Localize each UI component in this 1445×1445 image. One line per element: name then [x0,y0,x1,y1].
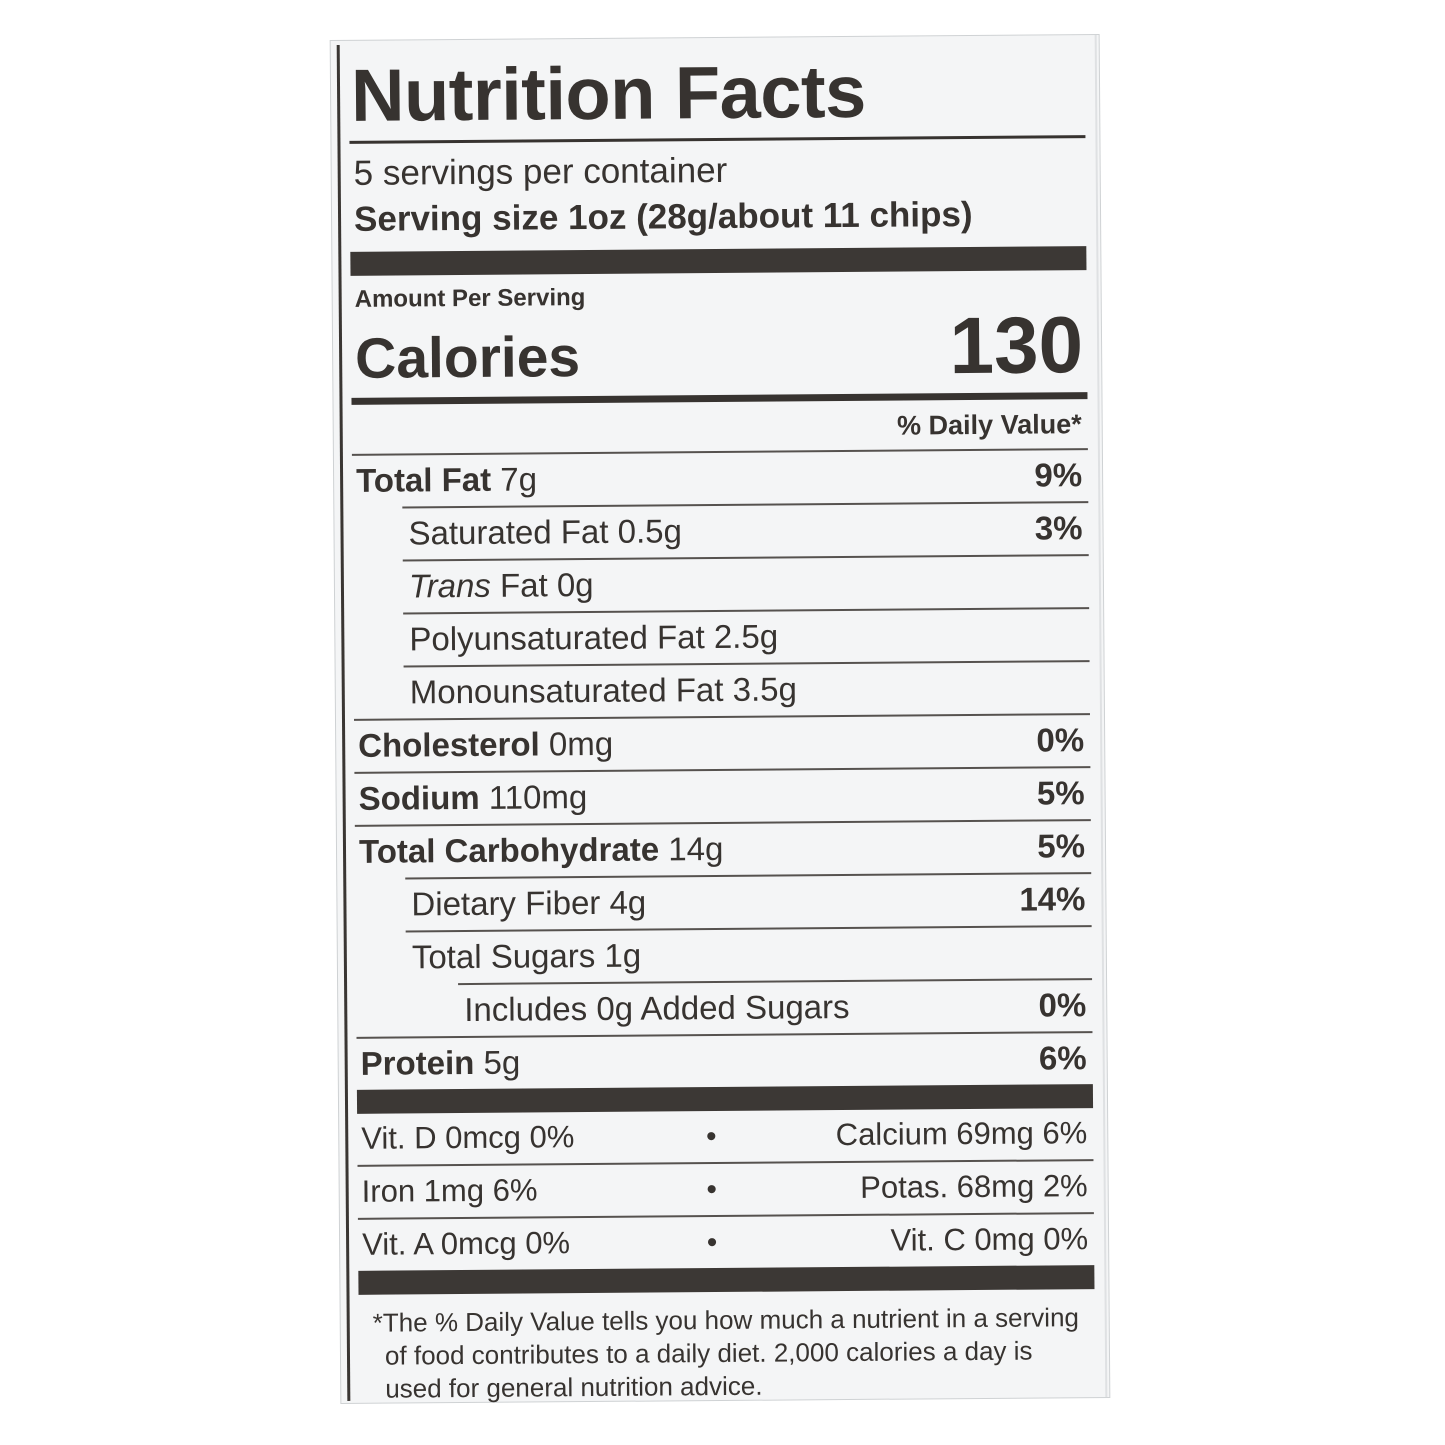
daily-value-footnote: *The % Daily Value tells you how much a … [372,1301,1080,1404]
nutrient-name: Saturated Fat 0.5g [408,511,683,552]
nutrient-name: Monounsaturated Fat 3.5g [409,669,798,711]
micronutrient-row: Vit. A 0mcg 0% • Vit. C 0mg 0% [356,1214,1096,1271]
nutrient-row: Cholesterol 0mg 0% [352,715,1092,772]
nutrient-name: Cholesterol 0mg [358,724,614,764]
nutrient-row: Total Carbohydrate 14g 5% [353,821,1093,878]
nutrient-name: Polyunsaturated Fat 2.5g [409,617,779,658]
micronutrient-rows: Vit. D 0mcg 0% • Calcium 69mg 6% Iron 1mg 6… [355,1108,1096,1271]
micronutrient-left: Vit. A 0mcg 0% [361,1224,571,1262]
nutrient-name: Protein 5g [360,1043,521,1082]
nutrient-name: Total Sugars 1g [411,936,642,976]
micronutrient-row: Iron 1mg 6% • Potas. 68mg 2% [356,1161,1096,1218]
nutrient-row: Polyunsaturated Fat 2.5g [351,609,1091,666]
calories-value: 130 [949,300,1084,391]
bullet-separator-icon: • [706,1225,718,1259]
nutrient-row: Monounsaturated Fat 3.5g [352,662,1092,719]
nutrition-facts-panel: Nutrition Facts 5 servings per container… [330,35,1110,1404]
nutrient-row: Trans Fat 0g [351,556,1091,613]
nutrient-row: Total Sugars 1g [354,927,1094,984]
nutrient-row: Sodium 110mg 5% [352,768,1092,825]
nutrient-row: Total Fat 7g 9% [350,450,1090,507]
nutrient-daily-value: 0% [1036,720,1085,759]
micronutrient-right: Calcium 69mg 6% [835,1114,1088,1152]
nutrient-name: Includes 0g Added Sugars [464,987,850,1028]
nutrient-name: Dietary Fiber 4g [411,883,647,923]
nutrient-daily-value: 5% [1036,773,1085,812]
serving-size: Serving size 1oz (28g/about 11 chips) [353,195,973,239]
nutrient-name: Trans Fat 0g [408,565,594,605]
micronutrient-left: Iron 1mg 6% [361,1172,538,1209]
page-title: Nutrition Facts [350,49,867,137]
micronutrient-left: Vit. D 0mcg 0% [361,1118,575,1156]
servings-per-container: 5 servings per container [353,150,728,193]
micronutrient-row: Vit. D 0mcg 0% • Calcium 69mg 6% [355,1108,1095,1165]
bullet-separator-icon: • [705,1119,717,1153]
calories-label: Calories [354,324,581,391]
nutrient-daily-value: 0% [1038,985,1087,1024]
daily-value-header: % Daily Value* [896,408,1082,441]
nutrient-rows: Total Fat 7g 9% Saturated Fat 0.5g 3% Trans … [350,450,1095,1090]
nutrient-daily-value: 3% [1034,508,1083,547]
nutrient-row: Dietary Fiber 4g 14% [353,874,1093,931]
nutrient-name: Total Carbohydrate 14g [358,829,724,870]
nutrient-row: Protein 5g 6% [354,1033,1094,1090]
nutrient-daily-value: 5% [1037,826,1086,865]
bullet-separator-icon: • [706,1172,718,1206]
nutrient-daily-value: 14% [1019,879,1086,918]
calories-row: Calories 130 [349,300,1090,397]
nutrient-row: Saturated Fat 0.5g 3% [350,503,1090,560]
nutrition-label: Nutrition Facts 5 servings per container… [347,35,1098,1404]
nutrient-daily-value: 9% [1034,455,1083,494]
nutrient-row: Includes 0g Added Sugars 0% [354,980,1094,1037]
nutrient-name: Sodium 110mg [358,777,588,817]
nutrient-name: Total Fat 7g [355,460,538,499]
nutrient-daily-value: 6% [1038,1038,1087,1077]
micronutrient-right: Vit. C 0mg 0% [890,1220,1089,1258]
micronutrient-right: Potas. 68mg 2% [860,1167,1088,1205]
